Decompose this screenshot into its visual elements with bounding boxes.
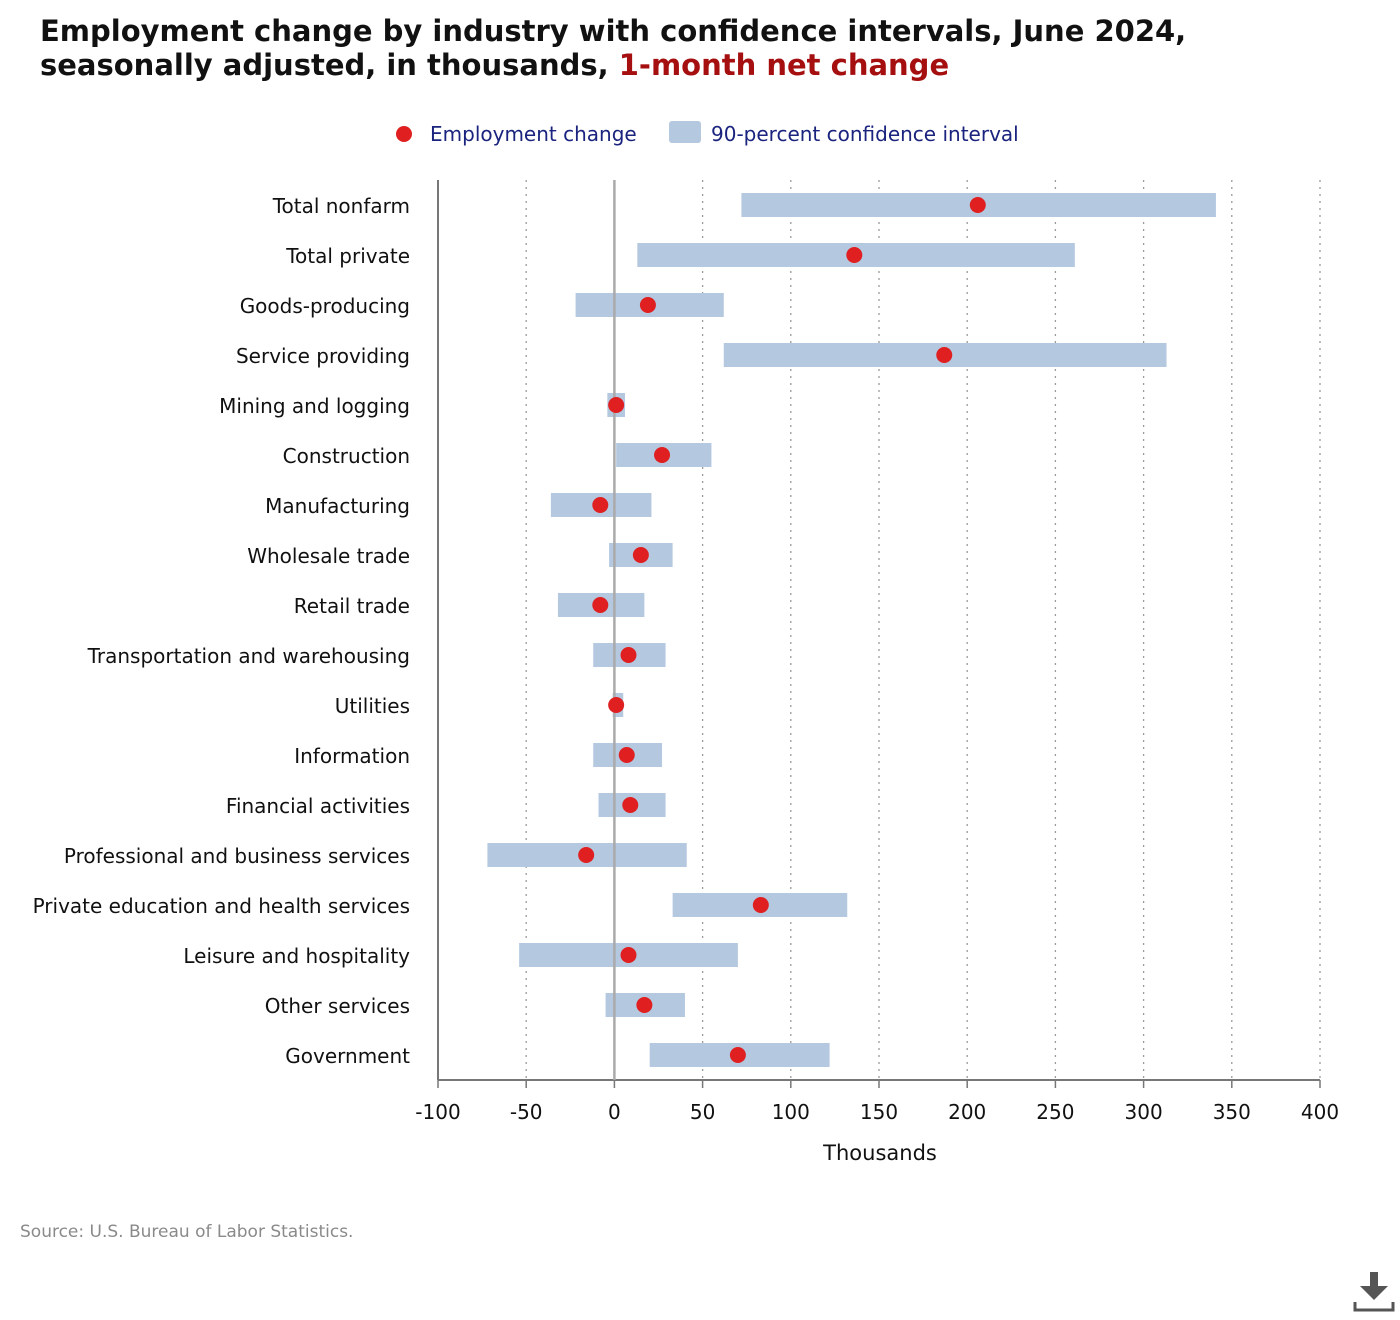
employment-change-point bbox=[592, 597, 609, 613]
x-tick-label: 50 bbox=[690, 1100, 715, 1124]
category-label: Wholesale trade bbox=[247, 544, 410, 568]
employment-change-point bbox=[654, 447, 671, 463]
employment-change-point bbox=[622, 797, 639, 813]
employment-change-point bbox=[578, 847, 595, 863]
category-label: Leisure and hospitality bbox=[183, 944, 410, 968]
x-axis-label: Thousands bbox=[822, 1141, 937, 1165]
chart: Employment change 90-percent confidence … bbox=[33, 121, 1339, 1165]
chart-title: Employment change by industry with confi… bbox=[40, 14, 1360, 82]
category-label: Manufacturing bbox=[265, 494, 410, 518]
chart-title-highlight: 1-month net change bbox=[618, 48, 950, 82]
employment-points bbox=[578, 197, 986, 1063]
employment-change-point bbox=[936, 347, 953, 363]
legend-point-marker bbox=[396, 126, 412, 142]
employment-change-point bbox=[969, 197, 986, 213]
x-tick-label: 350 bbox=[1213, 1100, 1251, 1124]
employment-change-point bbox=[636, 997, 653, 1013]
category-label: Professional and business services bbox=[64, 844, 410, 868]
category-label: Private education and health services bbox=[33, 894, 410, 918]
source-note: Source: U.S. Bureau of Labor Statistics. bbox=[20, 1222, 354, 1242]
x-tick-label: 100 bbox=[772, 1100, 810, 1124]
category-label: Mining and logging bbox=[219, 394, 410, 418]
employment-change-point bbox=[632, 547, 649, 563]
legend-interval-swatch bbox=[669, 121, 701, 143]
category-label: Information bbox=[294, 744, 410, 768]
axes bbox=[437, 180, 1321, 1088]
category-label: Total private bbox=[285, 244, 410, 268]
x-tick-label: -100 bbox=[415, 1100, 460, 1124]
category-label: Transportation and warehousing bbox=[87, 644, 410, 668]
category-label: Other services bbox=[265, 994, 410, 1018]
download-icon[interactable] bbox=[1352, 1270, 1396, 1314]
category-label: Government bbox=[285, 1044, 410, 1068]
confidence-intervals bbox=[487, 193, 1216, 1067]
chart-title-main: Employment change by industry with confi… bbox=[40, 14, 1187, 82]
employment-change-point bbox=[639, 297, 656, 313]
x-tick-label: 150 bbox=[860, 1100, 898, 1124]
x-tick-label: 0 bbox=[608, 1100, 621, 1124]
employment-change-point bbox=[608, 397, 625, 413]
grid bbox=[525, 180, 1321, 1080]
employment-change-point bbox=[620, 647, 637, 663]
x-tick-label: 200 bbox=[948, 1100, 986, 1124]
legend-interval-label: 90-percent confidence interval bbox=[711, 122, 1019, 146]
employment-change-point bbox=[729, 1047, 746, 1063]
category-label: Financial activities bbox=[226, 794, 410, 818]
legend-point-label: Employment change bbox=[430, 122, 637, 146]
category-labels: Total nonfarm Total private Goods-producin… bbox=[33, 194, 411, 1068]
x-tick-label: 400 bbox=[1301, 1100, 1339, 1124]
x-tick-label: -50 bbox=[510, 1100, 543, 1124]
category-label: Construction bbox=[283, 444, 410, 468]
category-label: Total nonfarm bbox=[272, 194, 410, 218]
category-label: Goods-producing bbox=[240, 294, 410, 318]
category-label: Service providing bbox=[236, 344, 410, 368]
category-label: Utilities bbox=[335, 694, 410, 718]
category-label: Retail trade bbox=[294, 594, 410, 618]
employment-change-point bbox=[846, 247, 863, 263]
employment-change-point bbox=[592, 497, 609, 513]
x-tick-label: 250 bbox=[1036, 1100, 1074, 1124]
employment-change-point bbox=[752, 897, 769, 913]
x-tick-labels: -100 -50 0 50 100 150 200 250 300 350 400 bbox=[415, 1100, 1339, 1124]
employment-change-point bbox=[608, 697, 625, 713]
legend: Employment change 90-percent confidence … bbox=[396, 121, 1019, 146]
employment-change-point bbox=[618, 747, 635, 763]
x-tick-label: 300 bbox=[1125, 1100, 1163, 1124]
employment-change-point bbox=[620, 947, 637, 963]
